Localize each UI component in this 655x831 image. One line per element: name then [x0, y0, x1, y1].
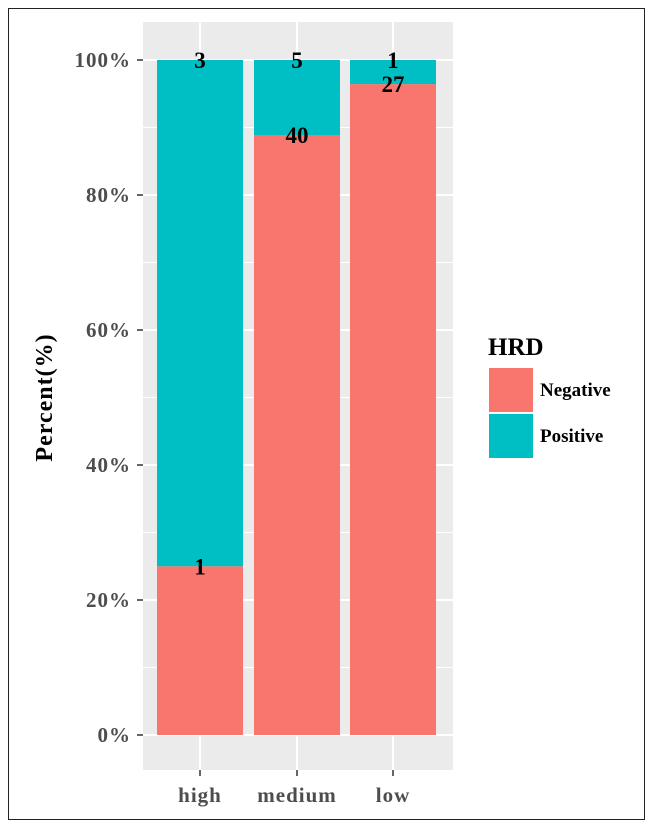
bar-low-negative: [350, 84, 436, 735]
y-tick-label: 20%: [86, 588, 131, 612]
bar-high-negative: [157, 566, 243, 735]
y-tick-label: 40%: [86, 453, 131, 477]
data-label-low-positive: 1: [387, 48, 399, 73]
x-tick-label: medium: [257, 783, 337, 807]
bars-group: [157, 60, 436, 735]
bar-medium-negative: [254, 134, 340, 735]
data-label-high-positive: 3: [194, 48, 206, 73]
y-tick-label: 100%: [75, 48, 132, 72]
legend-key-negative: [489, 368, 533, 412]
legend-key-positive: [489, 414, 533, 458]
bar-high-positive: [157, 60, 243, 567]
bar-medium-positive: [254, 60, 340, 135]
legend: HRD Negative Positive: [488, 334, 611, 458]
x-axis: high medium low: [178, 770, 411, 807]
y-tick-label: 0%: [98, 723, 132, 747]
data-label-medium-negative: 40: [286, 123, 309, 148]
data-label-high-negative: 1: [194, 554, 206, 579]
legend-label-negative: Negative: [540, 380, 611, 401]
legend-title: HRD: [488, 334, 544, 361]
data-label-medium-positive: 5: [291, 48, 303, 73]
bar-low-positive: [350, 60, 436, 85]
y-axis-title: Percent(%): [32, 333, 58, 461]
y-axis: 0% 20% 40% 60% 80% 100%: [75, 48, 143, 747]
y-tick-label: 80%: [86, 183, 131, 207]
data-label-low-negative: 27: [382, 72, 405, 97]
legend-label-positive: Positive: [540, 426, 603, 447]
y-tick-label: 60%: [86, 318, 131, 342]
x-tick-label: low: [376, 783, 411, 807]
x-tick-label: high: [178, 783, 222, 807]
